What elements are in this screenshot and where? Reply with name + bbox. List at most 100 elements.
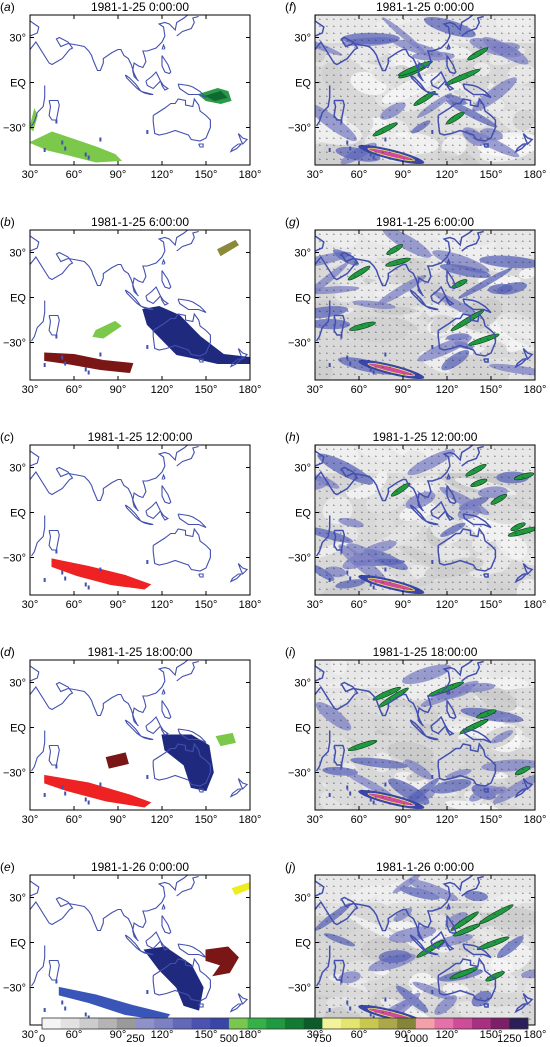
colorbar-swatch [453, 1018, 473, 1029]
panel-timestamp: 1981-1-25 18:00:00 [373, 645, 478, 659]
island [340, 334, 343, 339]
coastline [315, 300, 331, 342]
y-tick-label: EQ [295, 293, 311, 305]
x-tick-label: 180° [524, 814, 547, 826]
x-tick-label: 30° [307, 599, 324, 611]
island [340, 119, 343, 124]
field-streak [431, 779, 472, 794]
coastline [237, 993, 249, 1005]
coastline [315, 466, 359, 496]
coastline [161, 43, 166, 50]
coastline [177, 298, 207, 314]
coastline [30, 466, 74, 496]
island [340, 549, 343, 554]
x-tick-label: 30° [307, 1029, 324, 1041]
island [431, 130, 434, 134]
colorbar-tick-label: 750 [313, 1033, 331, 1045]
coastline [446, 687, 451, 696]
wind-vectors [318, 18, 531, 160]
island [328, 578, 331, 582]
coastline [30, 36, 74, 66]
coastline [161, 903, 166, 910]
island [369, 152, 372, 157]
panel-label: (i) [285, 645, 296, 659]
coastline [229, 788, 243, 798]
island [61, 570, 64, 575]
y-tick-label: 30° [294, 678, 311, 690]
y-tick-label: −30° [288, 338, 311, 350]
coastline [462, 513, 492, 529]
coastline [159, 725, 169, 736]
coastline [48, 314, 60, 336]
tracked-object [44, 352, 134, 374]
map-panel: 30° 60° 90° 120° 150° 180° 30° EQ −30° (d) 1981-1-… [0, 645, 261, 826]
island [61, 140, 64, 145]
coastline [446, 485, 457, 505]
field-streak [388, 778, 430, 805]
coastline [462, 943, 492, 959]
field-streak [496, 935, 524, 959]
coastline [446, 915, 457, 935]
island [369, 1012, 372, 1017]
island [43, 578, 46, 582]
field-streak [432, 250, 490, 274]
coastline [437, 312, 497, 357]
coastline [237, 348, 249, 360]
field-shading [515, 686, 535, 707]
island [372, 370, 375, 375]
field-streak [315, 262, 349, 303]
jet-core [372, 122, 398, 137]
x-tick-label: 150° [195, 384, 218, 396]
jet-core [449, 967, 478, 980]
field-shading [389, 317, 419, 331]
colorbar-swatch [397, 1018, 417, 1029]
tracked-object [204, 90, 228, 102]
x-tick-label: 150° [195, 814, 218, 826]
y-tick-label: 30° [9, 33, 26, 45]
island [146, 775, 149, 779]
coastline [141, 735, 154, 741]
coastline [426, 735, 439, 741]
coastline [159, 80, 169, 91]
coastline [514, 143, 528, 154]
coastline [315, 945, 331, 987]
map-content [30, 445, 249, 590]
x-tick-label: 180° [524, 1029, 547, 1041]
wind-vectors [318, 663, 531, 805]
island [372, 800, 375, 805]
coastline [176, 875, 199, 897]
field-shading [510, 288, 535, 315]
field-streak [338, 971, 361, 984]
island [55, 119, 58, 124]
x-tick-label: 120° [436, 599, 459, 611]
jet-core [513, 472, 535, 481]
island [84, 797, 87, 802]
field-shading [462, 298, 503, 330]
jet-core [510, 522, 526, 532]
field-shading [512, 109, 535, 131]
field-streak [380, 102, 406, 120]
coastline [159, 510, 169, 521]
island [87, 155, 90, 160]
x-tick-label: 180° [524, 599, 547, 611]
field-streak [407, 449, 456, 476]
coastline [352, 445, 474, 512]
coastline [333, 314, 346, 336]
coastline [229, 143, 243, 153]
coastline [426, 90, 439, 96]
field-streak [458, 267, 513, 299]
x-tick-label: 120° [436, 169, 459, 181]
x-tick-label: 60° [351, 169, 368, 181]
panel-label: (a) [0, 0, 15, 14]
coastline [48, 529, 60, 551]
island [43, 363, 46, 367]
coastline [152, 97, 211, 142]
jet-core [372, 686, 401, 701]
coastline [48, 959, 60, 981]
tracked-object [105, 752, 129, 769]
field-streak [315, 318, 351, 330]
coastline [483, 143, 489, 148]
field-shading [471, 537, 488, 553]
colorbar-tick-label: 250 [126, 1033, 144, 1045]
x-tick-label: 60° [351, 599, 368, 611]
